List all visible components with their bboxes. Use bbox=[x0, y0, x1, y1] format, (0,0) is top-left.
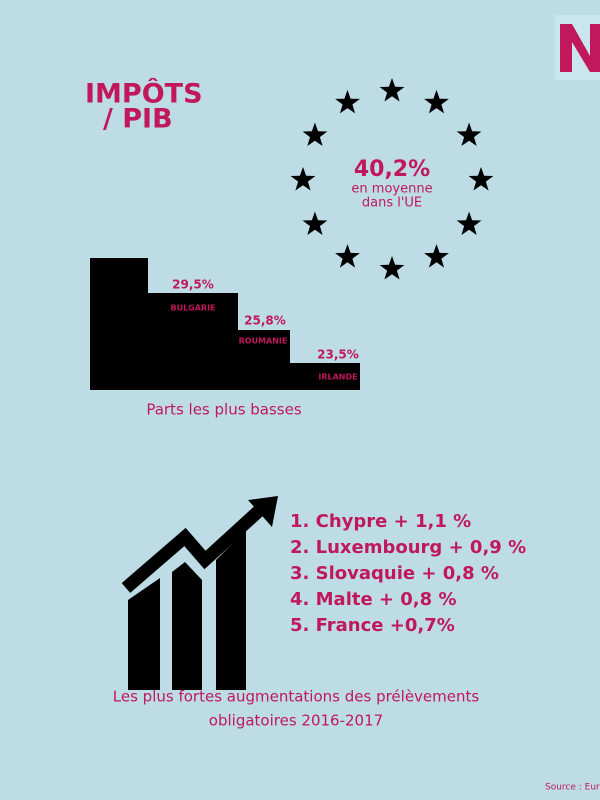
increase-caption: obligatoires 2016-2017 bbox=[209, 712, 383, 730]
star bbox=[456, 211, 482, 235]
star bbox=[379, 256, 405, 280]
star bbox=[424, 89, 449, 114]
increase-item: 5. France +0,7% bbox=[290, 615, 455, 636]
star bbox=[379, 78, 405, 102]
star bbox=[424, 244, 449, 268]
lowest-country: ROUMANIE bbox=[239, 337, 288, 346]
lowest-country: IRLANDE bbox=[318, 373, 357, 382]
star bbox=[456, 122, 482, 146]
eu-average-caption: dans l'UE bbox=[362, 196, 422, 211]
eu-average-caption: en moyenne bbox=[351, 182, 432, 197]
star bbox=[302, 211, 328, 235]
star bbox=[302, 122, 328, 146]
source: Source : Eur bbox=[545, 783, 600, 793]
star bbox=[335, 244, 360, 268]
title-line: / PIB bbox=[103, 104, 173, 135]
star bbox=[335, 89, 360, 114]
star bbox=[468, 167, 494, 191]
eu-stars bbox=[290, 78, 494, 280]
staircase bbox=[90, 258, 360, 390]
increase-item: 1. Chypre + 1,1 % bbox=[290, 511, 471, 532]
increase-list: 1. Chypre + 1,1 % 2. Luxembourg + 0,9 % 3.… bbox=[290, 511, 526, 636]
increase-item: 4. Malte + 0,8 % bbox=[290, 589, 456, 610]
increase-item: 3. Slovaquie + 0,8 % bbox=[290, 563, 499, 584]
logo bbox=[555, 15, 600, 80]
title-line: IMPÔTS bbox=[85, 78, 203, 110]
eu-average-value: 40,2% bbox=[354, 157, 430, 182]
increase-item: 2. Luxembourg + 0,9 % bbox=[290, 537, 526, 558]
lowest-value: 29,5% bbox=[172, 278, 214, 292]
growth-icon bbox=[121, 496, 278, 690]
lowest-value: 23,5% bbox=[317, 348, 359, 362]
lowest-value: 25,8% bbox=[244, 314, 286, 328]
increase-caption: Les plus fortes augmentations des prélèv… bbox=[113, 688, 480, 706]
star bbox=[290, 167, 316, 191]
lowest-country: BULGARIE bbox=[170, 304, 215, 313]
lowest-caption: Parts les plus basses bbox=[146, 401, 302, 419]
